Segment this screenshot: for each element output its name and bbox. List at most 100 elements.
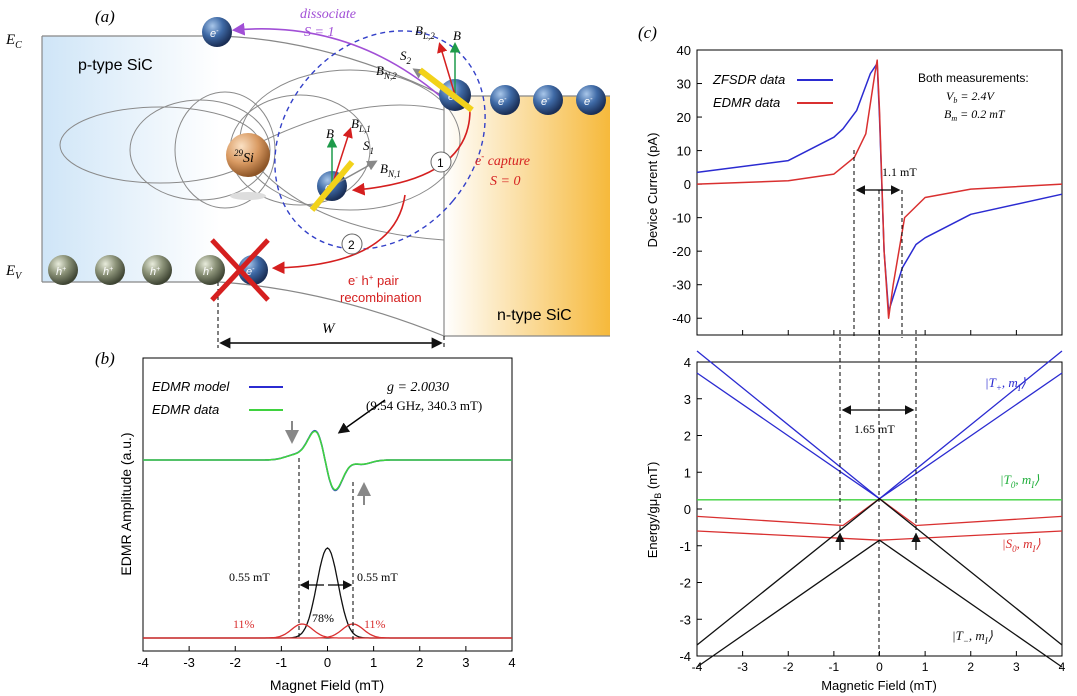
x-tick-label: 1 (922, 660, 929, 674)
y-tick-label: 0 (684, 177, 691, 192)
panel-b-series (143, 429, 512, 492)
y-tick-label: 40 (677, 43, 691, 58)
svg-text:e-: e- (498, 96, 507, 108)
x-tick-label: -2 (229, 655, 241, 670)
y-tick-label: -4 (679, 649, 691, 664)
x-tick-label: -1 (829, 660, 840, 674)
svg-text:S2: S2 (400, 48, 412, 66)
dissociate-spin: S = 1 (304, 25, 334, 40)
ev-label: EV (5, 263, 23, 282)
y-tick-label: 20 (677, 110, 691, 125)
legend-edmr-model: EDMR model (152, 379, 230, 394)
dissociate-label: dissociate (300, 7, 356, 22)
panel-c: (c) 403020100-10-20-30-4043210-1-2-3-4-4… (638, 23, 1066, 693)
si29-label: 29Si (234, 148, 254, 166)
svg-text:h+: h+ (203, 266, 213, 278)
width-left: 0.55 mT (229, 570, 270, 584)
y-tick-label: -1 (679, 539, 691, 554)
n-type-label: n-type SiC (497, 307, 572, 324)
x-tick-label: 3 (462, 655, 469, 670)
note-title: Both measurements: (918, 71, 1029, 85)
x-tick-label: -2 (783, 660, 794, 674)
panel-c-bottom-ylabel: Energy/gμB (mT) (645, 462, 663, 559)
y-tick-label: -20 (672, 244, 691, 259)
series-edmr-data (696, 59, 1063, 319)
state-tminus: |T−, mI⟩ (952, 628, 993, 646)
y-tick-label: 4 (684, 355, 691, 370)
x-tick-label: 4 (1059, 660, 1066, 674)
hole-row: h+ h+ h+ h+ (48, 255, 225, 285)
pair-ellipse (274, 30, 486, 250)
n-type-region (444, 96, 610, 336)
width-label: W (322, 321, 336, 337)
y-tick-label: 2 (684, 429, 691, 444)
electron-top: e- (202, 17, 232, 47)
panel-c-xlabel: Magnetic Field (mT) (821, 678, 937, 693)
y-tick-label: 0 (684, 502, 691, 517)
svg-text:BL,1: BL,1 (351, 116, 371, 134)
x-tick-label: 4 (508, 655, 515, 670)
gaussian-left (143, 623, 512, 639)
y-tick-label: -3 (679, 612, 691, 627)
valence-band (42, 281, 610, 337)
svg-text:2: 2 (348, 238, 355, 252)
svg-text:BL,2: BL,2 (415, 23, 435, 41)
y-tick-label: -40 (672, 311, 691, 326)
y-tick-label: -2 (679, 576, 691, 591)
svg-text:BN,2: BN,2 (376, 63, 397, 81)
pct-right: 11% (364, 617, 386, 631)
step-1-badge (430, 151, 452, 173)
svg-text:e-: e- (584, 96, 593, 108)
x-tick-label: 2 (967, 660, 974, 674)
panel-a: (a) EC EV p-type SiC n-type SiC W (5, 7, 610, 349)
svg-text:BN,1: BN,1 (380, 161, 401, 179)
x-tick-label: -3 (183, 655, 195, 670)
y-tick-label: -10 (672, 211, 691, 226)
p-type-label: p-type SiC (78, 57, 153, 74)
width-right: 0.55 mT (357, 570, 398, 584)
note-vb: Vb = 2.4V (946, 89, 995, 105)
recombination-cross (210, 238, 270, 302)
svg-text:B: B (453, 28, 461, 43)
note-bm: Bm = 0.2 mT (944, 107, 1006, 123)
svg-text:h+: h+ (103, 266, 113, 278)
spin-vectors-1: B BL,1 S1 BN,1 (309, 116, 401, 212)
recombination-arrow (271, 194, 406, 275)
gaussian-right (143, 623, 512, 639)
svg-text:e-: e- (210, 28, 219, 40)
panel-c-label: (c) (638, 23, 657, 42)
pct-left: 11% (233, 617, 255, 631)
panel-b: (b) -4 -3 -2 -1 0 1 2 3 4 EDMR model EDMR data g… (95, 349, 516, 693)
recomb-label-1: e- h+ pair (348, 273, 399, 288)
state-t0: |T0, mI⟩ (1000, 472, 1039, 490)
electron-n-row: e- e- e- (490, 85, 606, 115)
step-2-badge (341, 233, 363, 255)
y-tick-label: 1 (684, 465, 691, 480)
state-tplus: |T+, mI⟩ (985, 375, 1026, 393)
x-tick-label: -1 (276, 655, 288, 670)
svg-text:S1: S1 (363, 138, 374, 156)
legend-edmr: EDMR data (713, 95, 780, 110)
panel-b-ticks: -4 -3 -2 -1 0 1 2 3 4 (137, 646, 516, 670)
panel-c-top-ylabel: Device Current (pA) (645, 133, 660, 248)
recomb-label-2: recombination (340, 290, 422, 305)
svg-text:B: B (326, 126, 334, 141)
x-tick-label: 0 (324, 655, 331, 670)
panel-a-label: (a) (95, 7, 115, 26)
spin-vectors-2: B BL,2 S2 BN,2 (376, 23, 474, 113)
panel-b-xlabel: Magnet Field (mT) (270, 677, 384, 693)
panel-b-label: (b) (95, 349, 115, 368)
y-tick-label: -30 (672, 278, 691, 293)
pct-center: 78% (312, 611, 334, 625)
conduction-band (42, 35, 610, 97)
x-tick-label: 2 (416, 655, 423, 670)
y-tick-label: 30 (677, 77, 691, 92)
width-top: 1.1 mT (882, 165, 917, 179)
x-tick-label: -4 (137, 655, 149, 670)
panel-c-top-series (696, 59, 1063, 319)
g-factor-conditions: (9.54 GHz, 340.3 mT) (366, 398, 482, 413)
width-bottom: 1.65 mT (854, 422, 895, 436)
x-tick-label: 1 (370, 655, 377, 670)
